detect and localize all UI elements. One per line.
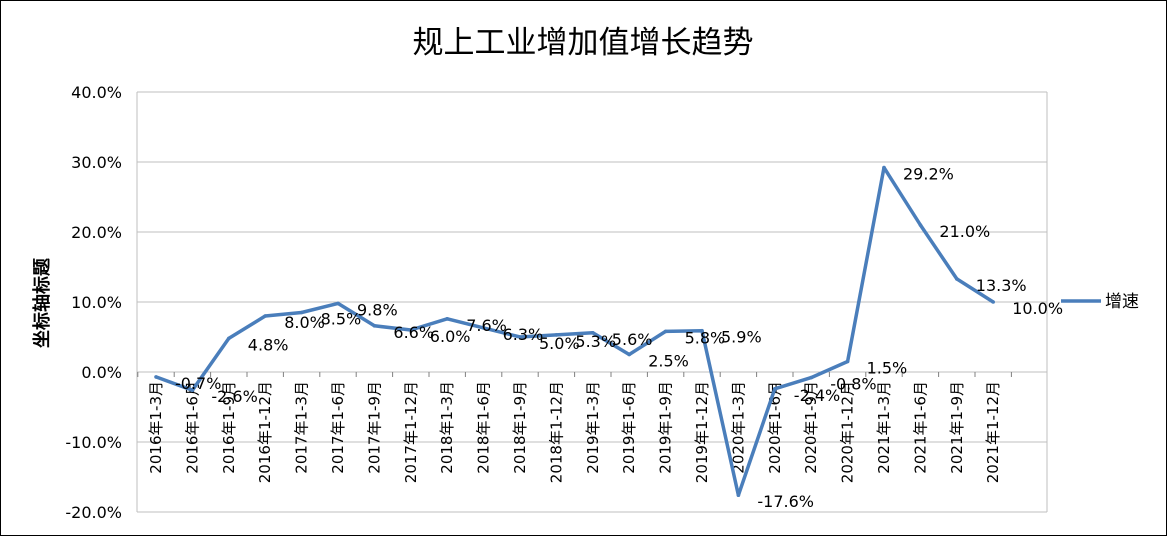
data-point bbox=[736, 493, 741, 498]
data-label: 21.0% bbox=[939, 222, 990, 241]
x-tick-label: 2017年1-12月 bbox=[402, 381, 420, 483]
data-label: 5.0% bbox=[539, 334, 580, 353]
data-point bbox=[518, 335, 522, 339]
x-tick-label: 2021年1-6月 bbox=[911, 381, 929, 474]
x-tick-label: 2021年1-3月 bbox=[875, 381, 893, 474]
data-point bbox=[154, 375, 158, 379]
data-point bbox=[227, 336, 231, 341]
y-axis-ticks: 40.0% 30.0% 20.0% 10.0% 0.0% -10.0% -20.0% bbox=[65, 83, 122, 522]
data-label: 5.9% bbox=[721, 328, 762, 347]
y-tick-label: 20.0% bbox=[71, 223, 122, 242]
data-point bbox=[991, 300, 995, 304]
x-tick-label: 2019年1-9月 bbox=[657, 381, 675, 474]
data-label: 5.3% bbox=[575, 332, 616, 351]
data-label: 5.6% bbox=[612, 330, 653, 349]
data-label: 10.0% bbox=[1012, 299, 1063, 318]
data-label: -2.6% bbox=[211, 387, 257, 406]
data-point bbox=[445, 317, 450, 321]
data-label: 2.5% bbox=[648, 352, 689, 371]
data-point bbox=[372, 324, 377, 328]
x-tick-label: 2020年1-12月 bbox=[839, 381, 857, 483]
data-label: 13.3% bbox=[976, 276, 1027, 295]
data-point bbox=[955, 277, 959, 281]
x-tick-label: 2019年1-12月 bbox=[693, 381, 711, 483]
series-line bbox=[155, 165, 995, 497]
data-point bbox=[299, 310, 304, 315]
x-tick-label: 2017年1-3月 bbox=[293, 381, 311, 474]
x-axis-ticks: 2016年1-3月 2016年1-6月 2016年1-9月 2016年1-12月 201… bbox=[147, 381, 1002, 483]
series-lines bbox=[154, 165, 995, 498]
data-point bbox=[336, 301, 340, 306]
x-tick-label: 2016年1-9月 bbox=[220, 381, 238, 474]
data-point bbox=[190, 388, 195, 393]
legend: 增速 bbox=[1061, 292, 1139, 312]
x-tick-label: 2016年1-6月 bbox=[183, 381, 201, 474]
data-label: 7.6% bbox=[466, 316, 507, 335]
data-point bbox=[409, 328, 413, 332]
data-point bbox=[663, 329, 668, 334]
data-point bbox=[700, 328, 704, 333]
x-tick-label: 2017年1-6月 bbox=[329, 381, 347, 474]
x-tick-label: 2019年1-3月 bbox=[584, 381, 602, 474]
data-point bbox=[845, 359, 850, 364]
data-label: 6.3% bbox=[503, 325, 544, 344]
data-point bbox=[263, 314, 268, 318]
data-label: 4.8% bbox=[248, 335, 289, 354]
y-axis-title: 坐标轴标题 bbox=[31, 257, 53, 348]
data-point bbox=[481, 326, 486, 330]
data-label: 9.8% bbox=[357, 300, 398, 319]
data-labels: -0.7%-2.6% 4.8% 8.0%8.5%9.8% 6.6%6.0%7.6%6.… bbox=[175, 165, 1063, 512]
data-point bbox=[591, 331, 595, 335]
data-label: 1.5% bbox=[867, 359, 908, 378]
legend-label: 增速 bbox=[1105, 292, 1139, 312]
x-tick-label: 2016年1-3月 bbox=[147, 381, 165, 474]
data-label: -0.7% bbox=[175, 374, 221, 393]
x-tick-label: 2021年1-12月 bbox=[984, 381, 1002, 483]
data-point bbox=[773, 387, 777, 391]
x-tick-label: 2018年1-6月 bbox=[475, 381, 493, 474]
data-point bbox=[918, 223, 923, 227]
data-label: -2.4% bbox=[794, 386, 840, 405]
x-tick-label: 2020年1-9月 bbox=[802, 381, 820, 474]
data-point bbox=[882, 165, 886, 170]
x-tick-label: 2018年1-3月 bbox=[438, 381, 456, 474]
y-tick-label: 30.0% bbox=[71, 153, 122, 172]
y-tick-label: 0.0% bbox=[81, 363, 122, 382]
data-label: 5.8% bbox=[685, 328, 726, 347]
x-tick-label: 2019年1-6月 bbox=[620, 381, 638, 474]
data-label: 8.5% bbox=[321, 310, 362, 329]
y-tick-label: -20.0% bbox=[65, 503, 122, 522]
x-tick-label: 2016年1-12月 bbox=[256, 381, 274, 483]
y-tick-label: 10.0% bbox=[71, 293, 122, 312]
data-label: 6.0% bbox=[430, 327, 471, 346]
data-label: 6.6% bbox=[393, 323, 434, 342]
x-tick-label: 2018年1-9月 bbox=[511, 381, 529, 474]
x-tick-label: 2020年1-6月 bbox=[766, 381, 784, 474]
data-point bbox=[809, 375, 813, 380]
y-tick-label: 40.0% bbox=[71, 83, 122, 102]
data-point bbox=[627, 352, 631, 357]
y-tick-label: -10.0% bbox=[65, 433, 122, 452]
data-label: -0.8% bbox=[830, 375, 876, 394]
x-tick-label: 2017年1-9月 bbox=[365, 381, 383, 474]
chart-title: 规上工业增加值增长趋势 bbox=[413, 25, 754, 61]
x-tick-label: 2021年1-9月 bbox=[948, 381, 966, 474]
data-label: 29.2% bbox=[903, 165, 954, 184]
x-tick-label: 2020年1-3月 bbox=[729, 381, 747, 474]
x-tick-label: 2018年1-12月 bbox=[547, 381, 565, 483]
gridlines bbox=[136, 91, 1048, 513]
data-label: -17.6% bbox=[757, 492, 814, 511]
data-label: 8.0% bbox=[284, 313, 325, 332]
data-point bbox=[554, 333, 559, 337]
